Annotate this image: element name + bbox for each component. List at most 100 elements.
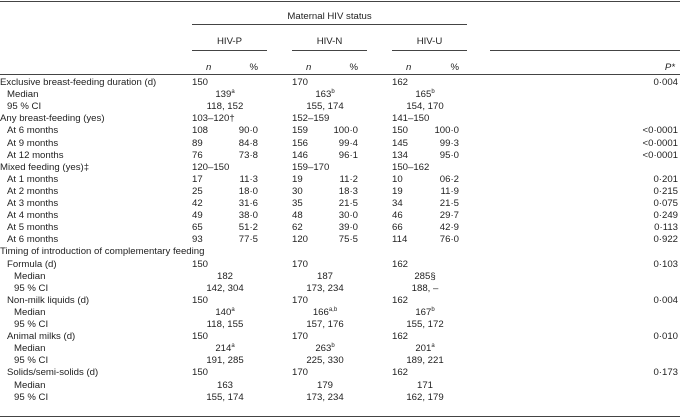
cell-centered: 285§ bbox=[385, 271, 465, 282]
row-label: At 2 months bbox=[7, 185, 59, 197]
rule-hiv-u bbox=[392, 50, 467, 51]
cell-n: 17 bbox=[192, 173, 203, 185]
cell-n: 35 bbox=[292, 198, 303, 209]
cell-value: 155, 174 bbox=[306, 101, 344, 113]
cell-n: 150 bbox=[192, 331, 209, 343]
row-label: At 6 months bbox=[7, 234, 59, 246]
pct-header: % bbox=[349, 62, 358, 73]
header-hiv-u: HIV-U bbox=[416, 36, 443, 47]
cell-p-value: 0·249 bbox=[653, 210, 678, 222]
row-label: Median bbox=[14, 379, 46, 391]
cell-centered: 154, 170 bbox=[385, 101, 465, 112]
cell-n: 49 bbox=[192, 210, 203, 222]
row-label: At 1 months bbox=[7, 173, 59, 185]
cell-pct: 73·8 bbox=[238, 149, 258, 161]
cell-pct: 18·3 bbox=[338, 185, 358, 197]
cell-pct: 99·4 bbox=[338, 137, 358, 149]
row-label: Mixed feeding (yes)‡ bbox=[0, 161, 90, 173]
cell-pct: 84·8 bbox=[238, 137, 258, 149]
cell-n: 170 bbox=[292, 331, 309, 343]
cell-n: 42 bbox=[192, 198, 203, 209]
cell-p-value: 0·010 bbox=[653, 331, 678, 343]
cell-n: 19 bbox=[292, 173, 303, 185]
pct-header: % bbox=[450, 62, 459, 73]
cell-centered: 182 bbox=[185, 271, 265, 282]
cell-pct: 75·5 bbox=[338, 234, 358, 246]
row-label: Animal milks (d) bbox=[7, 331, 76, 343]
cell-value: 189, 221 bbox=[406, 355, 444, 367]
cell-p-value: 0·004 bbox=[653, 77, 678, 88]
cell-n: 150 bbox=[192, 258, 209, 270]
cell-centered: 187 bbox=[285, 271, 365, 282]
cell-n: 150 bbox=[192, 77, 209, 88]
header-hiv-n: HIV-N bbox=[316, 36, 343, 47]
cell-pct: 51·2 bbox=[238, 222, 258, 234]
cell-n: 93 bbox=[192, 234, 203, 246]
cell-centered: 201a bbox=[385, 343, 465, 354]
cell-pct: 30·0 bbox=[338, 210, 358, 222]
cell-centered: 118, 155 bbox=[185, 319, 265, 330]
row-label: Median bbox=[14, 306, 46, 318]
cell-value: 263 bbox=[315, 343, 332, 355]
cell-centered: 118, 152 bbox=[185, 101, 265, 112]
superscript: a,b bbox=[328, 306, 338, 313]
n-header: n bbox=[206, 62, 212, 73]
row-label: Median bbox=[14, 270, 46, 282]
row-label: Exclusive breast-feeding duration (d) bbox=[0, 77, 157, 88]
cell-n: 162 bbox=[392, 258, 409, 270]
cell-pct: 76·0 bbox=[439, 234, 459, 246]
cell-n: 170 bbox=[292, 367, 309, 379]
row-label: Formula (d) bbox=[7, 258, 57, 270]
cell-p-value: 0·113 bbox=[654, 222, 678, 234]
row-label: Any breast-feeding (yes) bbox=[0, 113, 105, 125]
cell-n: 34 bbox=[392, 198, 403, 209]
cell-centered: 263b bbox=[285, 343, 365, 354]
cell-n: 162 bbox=[392, 367, 409, 379]
superscript: b bbox=[431, 89, 435, 96]
cell-n: 150 bbox=[392, 125, 409, 137]
cell-centered: 214a bbox=[185, 343, 265, 354]
cell-centered: 167b bbox=[385, 307, 465, 318]
cell-n: 141–150 bbox=[392, 113, 430, 125]
cell-value: 214 bbox=[215, 343, 232, 355]
cell-centered: 188, – bbox=[385, 283, 465, 294]
cell-centered: 157, 176 bbox=[285, 319, 365, 330]
cell-value: 140 bbox=[215, 306, 232, 318]
cell-n: 145 bbox=[392, 137, 409, 149]
cell-p-value: <0·0001 bbox=[642, 149, 678, 161]
rule-p bbox=[490, 50, 680, 51]
cell-p-value: 0·004 bbox=[653, 294, 678, 306]
pct-header: % bbox=[249, 62, 258, 73]
cell-centered: 139a bbox=[185, 89, 265, 100]
cell-pct: 42·9 bbox=[439, 222, 459, 234]
cell-pct: 96·1 bbox=[338, 149, 358, 161]
cell-value: 166 bbox=[312, 306, 329, 318]
cell-pct: 39·0 bbox=[338, 222, 358, 234]
cell-value: 163 bbox=[315, 89, 332, 101]
cell-value: 142, 304 bbox=[206, 282, 244, 294]
cell-n: 65 bbox=[192, 222, 203, 234]
cell-value: 225, 330 bbox=[306, 355, 344, 367]
cell-centered: 165b bbox=[385, 89, 465, 100]
rule-hiv-n bbox=[292, 50, 367, 51]
cell-value: 167 bbox=[415, 306, 432, 318]
superscript: a bbox=[431, 343, 435, 350]
cell-centered: 173, 234 bbox=[285, 392, 365, 403]
cell-n: 30 bbox=[292, 185, 303, 197]
cell-value: 155, 172 bbox=[406, 319, 444, 330]
cell-value: 187 bbox=[316, 270, 333, 282]
cell-value: 173, 234 bbox=[306, 282, 344, 294]
cell-p-value: <0·0001 bbox=[642, 137, 678, 149]
cell-n: 120–150 bbox=[192, 161, 230, 173]
cell-pct: 90·0 bbox=[238, 125, 258, 137]
cell-value: 285§ bbox=[414, 270, 436, 282]
cell-n: 162 bbox=[392, 294, 409, 306]
cell-pct: 11·2 bbox=[339, 173, 359, 185]
row-label: 95 % CI bbox=[14, 391, 49, 403]
cell-value: 139 bbox=[215, 89, 232, 101]
cell-pct: 100·0 bbox=[434, 125, 459, 137]
group-title: Maternal HIV status bbox=[287, 11, 372, 22]
cell-value: 162, 179 bbox=[406, 391, 444, 403]
cell-centered: 191, 285 bbox=[185, 355, 265, 366]
row-label: Median bbox=[7, 89, 39, 101]
